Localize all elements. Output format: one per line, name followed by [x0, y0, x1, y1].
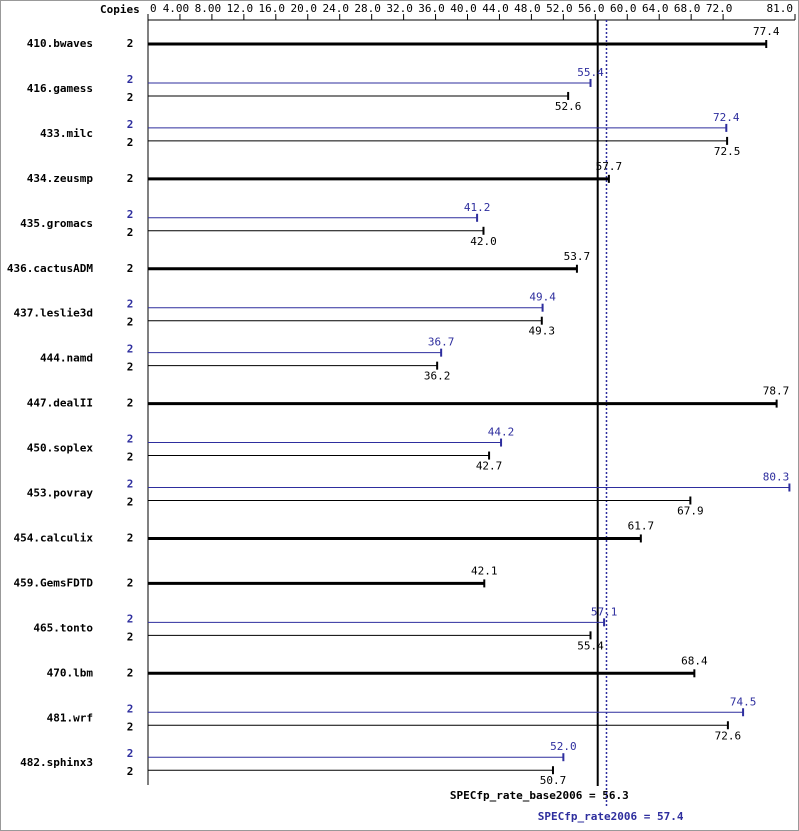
x-tick-label: 16.0 [259, 2, 286, 15]
copies-label: 2 [127, 478, 134, 491]
x-tick-label: 44.0 [482, 2, 509, 15]
value-label: 68.4 [681, 654, 708, 667]
x-tick-label: 52.0 [546, 2, 573, 15]
value-label: 77.4 [753, 25, 780, 38]
x-tick-label: 36.0 [418, 2, 445, 15]
x-tick-label: 81.0 [767, 2, 794, 15]
copies-label: 2 [127, 172, 134, 185]
copies-label: 2 [127, 208, 134, 221]
copies-label: 2 [127, 118, 134, 131]
category-label: 482.sphinx3 [20, 756, 93, 769]
value-label: 50.7 [540, 774, 567, 787]
reference-label: SPECfp_rate_base2006 = 56.3 [450, 789, 629, 802]
category-label: 450.soplex [27, 442, 94, 455]
copies-label: 2 [127, 226, 134, 239]
value-label: 80.3 [763, 471, 790, 484]
value-label: 55.4 [577, 639, 604, 652]
copies-label: 2 [127, 531, 134, 544]
copies-label: 2 [127, 666, 134, 679]
x-tick-label: 64.0 [642, 2, 669, 15]
copies-label: 2 [127, 73, 134, 86]
value-label: 55.4 [577, 66, 604, 79]
copies-label: 2 [127, 91, 134, 104]
copies-label: 2 [127, 612, 134, 625]
category-label: 470.lbm [47, 666, 94, 679]
copies-label: 2 [127, 720, 134, 733]
x-tick-label: 72.0 [706, 2, 733, 15]
value-label: 72.5 [714, 145, 741, 158]
x-tick-label: 48.0 [514, 2, 541, 15]
value-label: 57.7 [596, 160, 623, 173]
x-tick-label: 60.0 [610, 2, 637, 15]
category-label: 437.leslie3d [14, 307, 93, 320]
value-label: 36.2 [424, 370, 451, 383]
category-label: 434.zeusmp [27, 172, 94, 185]
copies-label: 2 [127, 747, 134, 760]
x-tick-label: 4.00 [163, 2, 190, 15]
copies-label: 2 [127, 136, 134, 149]
value-label: 49.4 [529, 291, 556, 304]
copies-label: 2 [127, 496, 134, 509]
category-label: 435.gromacs [20, 217, 93, 230]
value-label: 42.7 [476, 460, 503, 473]
copies-label: 2 [127, 37, 134, 50]
x-tick-label: 20.0 [291, 2, 318, 15]
category-label: 436.cactusADM [7, 262, 93, 275]
x-tick-label: 24.0 [322, 2, 349, 15]
value-label: 53.7 [564, 250, 591, 263]
category-label: 459.GemsFDTD [14, 576, 94, 589]
category-label: 433.milc [40, 127, 93, 140]
value-label: 49.3 [529, 325, 556, 338]
copies-label: 2 [127, 343, 134, 356]
value-label: 57.1 [591, 605, 618, 618]
category-label: 465.tonto [33, 621, 93, 634]
value-label: 78.7 [763, 385, 790, 398]
category-label: 447.dealII [27, 397, 93, 410]
x-tick-label: 56.0 [578, 2, 605, 15]
category-label: 416.gamess [27, 82, 93, 95]
x-tick-label: 40.0 [450, 2, 477, 15]
value-label: 72.6 [715, 729, 742, 742]
value-label: 67.9 [677, 505, 704, 518]
category-label: 454.calculix [14, 531, 94, 544]
copies-label: 2 [127, 316, 134, 329]
category-label: 481.wrf [47, 711, 93, 724]
value-label: 52.6 [555, 100, 582, 113]
value-label: 41.2 [464, 201, 491, 214]
copies-label: 2 [127, 397, 134, 410]
x-tick-label: 12.0 [227, 2, 254, 15]
value-label: 61.7 [628, 519, 655, 532]
copies-label: 2 [127, 576, 134, 589]
copies-header: Copies [100, 3, 140, 16]
category-label: 444.namd [40, 352, 93, 365]
copies-label: 2 [127, 765, 134, 778]
copies-label: 2 [127, 262, 134, 275]
x-tick-label: 8.00 [195, 2, 222, 15]
category-label: 453.povray [27, 487, 94, 500]
value-label: 44.2 [488, 426, 515, 439]
x-tick-label: 0 [150, 2, 157, 15]
x-tick-label: 28.0 [354, 2, 381, 15]
copies-label: 2 [127, 451, 134, 464]
value-label: 42.1 [471, 564, 498, 577]
reference-label: SPECfp_rate2006 = 57.4 [538, 810, 684, 823]
value-label: 74.5 [730, 695, 757, 708]
copies-label: 2 [127, 630, 134, 643]
copies-label: 2 [127, 298, 134, 311]
value-label: 52.0 [550, 740, 577, 753]
value-label: 36.7 [428, 336, 455, 349]
x-tick-label: 68.0 [674, 2, 701, 15]
value-label: 72.4 [713, 111, 740, 124]
copies-label: 2 [127, 361, 134, 374]
value-label: 42.0 [470, 235, 497, 248]
category-label: 410.bwaves [27, 37, 93, 50]
x-tick-label: 32.0 [386, 2, 413, 15]
copies-label: 2 [127, 433, 134, 446]
copies-label: 2 [127, 702, 134, 715]
